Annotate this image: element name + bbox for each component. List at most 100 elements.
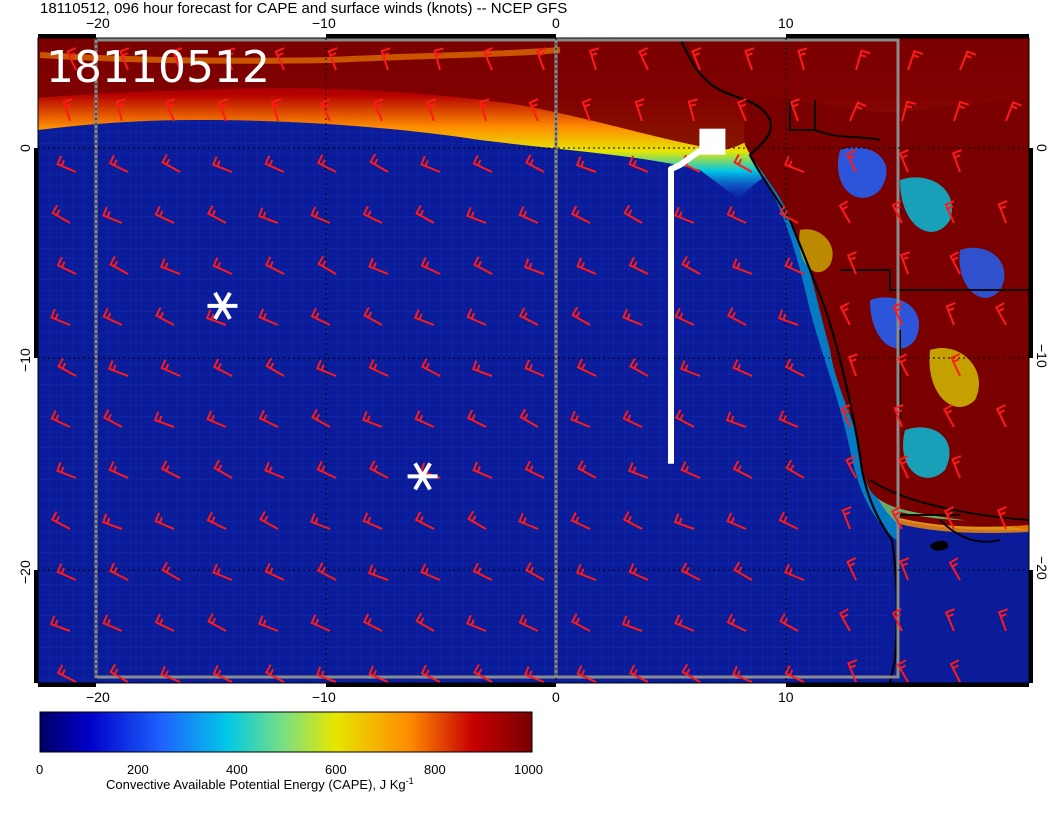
wind-barb xyxy=(673,513,695,530)
wind-barb xyxy=(726,512,747,530)
wind-barb xyxy=(997,608,1008,632)
wind-barb xyxy=(855,49,871,71)
wind-barb xyxy=(784,257,805,275)
wind-barb xyxy=(726,307,747,326)
wind-barb xyxy=(368,257,389,275)
wind-barb xyxy=(108,154,129,173)
wind-barb xyxy=(362,411,383,428)
graticule xyxy=(38,38,1029,683)
lon-tick-bottom-2: −10 xyxy=(312,689,336,705)
wind-barb xyxy=(628,563,649,581)
colorbar xyxy=(39,711,533,753)
wind-barb xyxy=(160,665,181,683)
wind-barb xyxy=(206,511,227,530)
wind-barb xyxy=(997,200,1008,224)
wind-barb xyxy=(523,258,545,275)
wind-barb xyxy=(50,409,71,428)
wind-barb xyxy=(892,302,903,326)
wind-barb xyxy=(102,614,123,632)
wind-barb xyxy=(264,155,285,173)
lat-tick-left-1: 0 xyxy=(17,144,33,152)
wind-barb xyxy=(785,459,805,479)
wind-barb xyxy=(57,357,77,377)
wind-barb xyxy=(524,154,545,173)
wind-barb xyxy=(373,98,384,122)
wind-barb xyxy=(115,98,126,122)
wind-barb xyxy=(316,359,337,377)
wind-barb xyxy=(691,47,702,71)
wind-barb xyxy=(891,200,903,224)
wind-barb xyxy=(363,306,383,326)
wind-barb xyxy=(949,659,961,683)
wind-barb xyxy=(744,47,755,71)
wind-barb xyxy=(576,358,597,377)
wind-barb xyxy=(634,98,645,122)
wind-barb xyxy=(426,98,437,122)
wind-barb xyxy=(732,460,753,479)
wind-barb xyxy=(995,404,1007,428)
wind-barb xyxy=(316,154,337,173)
wind-barb xyxy=(896,659,909,683)
lon-tick-bottom-1: −20 xyxy=(86,689,110,705)
wind-barb xyxy=(726,613,747,632)
wind-barb xyxy=(472,256,493,275)
wind-barb xyxy=(779,612,799,632)
southern-africa-land xyxy=(880,520,1029,683)
wind-barb xyxy=(258,615,279,632)
wind-barb xyxy=(257,207,279,224)
wind-barb xyxy=(50,511,71,530)
wind-barb xyxy=(948,557,961,581)
colorbar-tick-800: 800 xyxy=(424,762,446,777)
wind-barb xyxy=(638,47,649,71)
wind-barb xyxy=(49,615,71,632)
wind-barb xyxy=(66,47,77,71)
wind-barb xyxy=(420,256,441,275)
wind-barb xyxy=(519,408,539,428)
wind-barb xyxy=(482,47,493,71)
wind-barb xyxy=(942,404,955,428)
wind-barb xyxy=(628,664,649,683)
wind-barb xyxy=(310,206,331,224)
wind-barb xyxy=(899,557,910,581)
wind-barb xyxy=(576,564,597,581)
colorbar-tick-0: 0 xyxy=(36,762,43,777)
wind-barb xyxy=(681,663,701,683)
wind-barb xyxy=(207,612,227,632)
wind-barb xyxy=(367,564,389,581)
wind-barb xyxy=(797,47,808,71)
wind-barb xyxy=(466,614,487,632)
colorbar-tick-200: 200 xyxy=(127,762,149,777)
wind-barb xyxy=(160,359,181,377)
wind-barb xyxy=(944,200,955,224)
wind-barb xyxy=(674,614,695,632)
colorbar-label-main: Convective Available Potential Energy (C… xyxy=(106,777,406,792)
wind-barb xyxy=(264,256,285,275)
wind-barb xyxy=(778,205,799,224)
wind-barb xyxy=(56,462,77,479)
lat-tick-left-2: −10 xyxy=(17,348,33,372)
wind-barb xyxy=(154,205,175,224)
wind-barb xyxy=(311,408,331,428)
wind-barb xyxy=(674,409,695,428)
lon-tick-top-4: 10 xyxy=(778,15,794,31)
wind-barb xyxy=(570,410,591,428)
map-panel xyxy=(38,38,1029,683)
country-borders xyxy=(789,100,1029,543)
wind-barb xyxy=(581,98,592,122)
wind-barb xyxy=(518,512,539,530)
wind-barb xyxy=(212,358,233,377)
wind-barb xyxy=(320,98,331,122)
lat-tick-right-3: −20 xyxy=(1034,556,1050,580)
wind-barb xyxy=(108,562,129,581)
wind-barb xyxy=(1005,101,1022,122)
wind-barb xyxy=(369,153,389,173)
wind-barb xyxy=(778,511,799,530)
wind-barb xyxy=(317,255,337,275)
wind-barb xyxy=(119,47,130,71)
wind-barb xyxy=(62,98,73,122)
wind-barb xyxy=(206,205,227,224)
wind-barb xyxy=(472,562,493,581)
wind-barb xyxy=(479,98,490,122)
wind-barb xyxy=(623,204,643,224)
wind-barb xyxy=(950,353,961,377)
